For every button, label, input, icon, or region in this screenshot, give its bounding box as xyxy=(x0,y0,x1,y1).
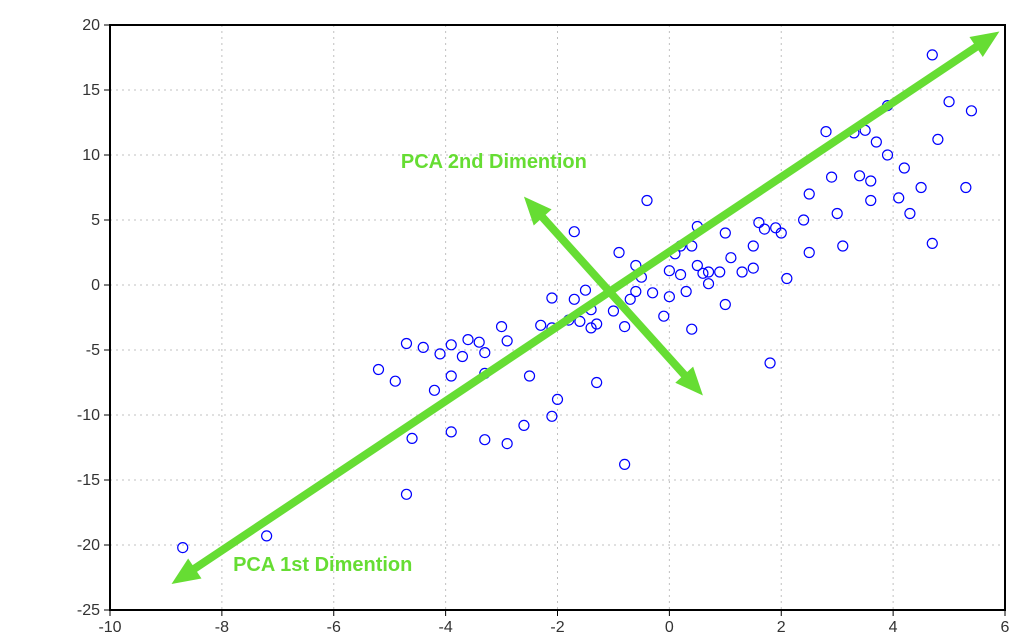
x-tick-label: 6 xyxy=(1001,619,1010,636)
x-tick-label: 4 xyxy=(889,619,898,636)
y-tick-label: 20 xyxy=(82,17,100,34)
scatter-chart: -10-8-6-4-20246-25-20-15-10-505101520PCA… xyxy=(0,0,1024,644)
y-tick-label: -10 xyxy=(77,407,100,424)
y-tick-label: -5 xyxy=(86,342,100,359)
x-tick-label: -10 xyxy=(98,619,121,636)
x-tick-label: 2 xyxy=(777,619,786,636)
y-tick-label: -25 xyxy=(77,602,100,619)
y-tick-label: 15 xyxy=(82,82,100,99)
y-tick-label: -20 xyxy=(77,537,100,554)
pc1-label: PCA 1st Dimention xyxy=(233,554,412,576)
x-tick-label: -6 xyxy=(327,619,341,636)
x-tick-label: -4 xyxy=(439,619,453,636)
x-tick-label: -8 xyxy=(215,619,229,636)
y-tick-label: 0 xyxy=(91,277,100,294)
pc2-label: PCA 2nd Dimention xyxy=(401,151,587,173)
x-tick-label: 0 xyxy=(665,619,674,636)
x-tick-label: -2 xyxy=(550,619,564,636)
chart-svg: -10-8-6-4-20246-25-20-15-10-505101520PCA… xyxy=(0,0,1024,644)
y-tick-label: 10 xyxy=(82,147,100,164)
chart-bg xyxy=(0,0,1024,644)
y-tick-label: 5 xyxy=(91,212,100,229)
y-tick-label: -15 xyxy=(77,472,100,489)
